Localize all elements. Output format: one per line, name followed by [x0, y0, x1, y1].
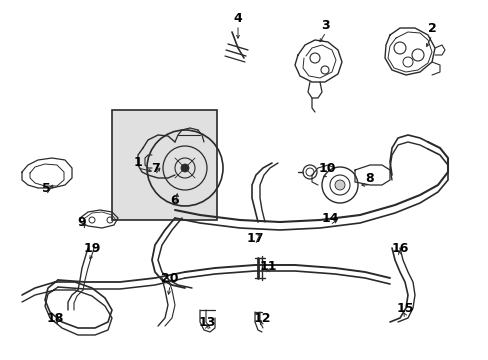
FancyBboxPatch shape — [112, 110, 217, 220]
Text: 5: 5 — [41, 181, 50, 194]
Text: 3: 3 — [321, 18, 329, 32]
Circle shape — [334, 180, 345, 190]
Text: 6: 6 — [170, 194, 179, 207]
Text: 13: 13 — [198, 315, 215, 328]
Circle shape — [181, 164, 189, 172]
Text: 17: 17 — [246, 231, 263, 244]
Text: 2: 2 — [427, 22, 435, 35]
Text: 10: 10 — [318, 162, 335, 175]
Text: 16: 16 — [390, 242, 408, 255]
Text: 20: 20 — [161, 271, 179, 284]
Text: 7: 7 — [150, 162, 159, 175]
Text: 12: 12 — [253, 311, 270, 324]
Text: 11: 11 — [259, 261, 276, 274]
Text: 8: 8 — [365, 171, 373, 185]
Text: 9: 9 — [78, 216, 86, 229]
Text: 14: 14 — [321, 212, 338, 225]
Text: 1: 1 — [133, 156, 142, 168]
Text: 19: 19 — [83, 242, 101, 255]
Text: 4: 4 — [233, 12, 242, 24]
Text: 18: 18 — [46, 311, 63, 324]
Text: 15: 15 — [395, 302, 413, 315]
